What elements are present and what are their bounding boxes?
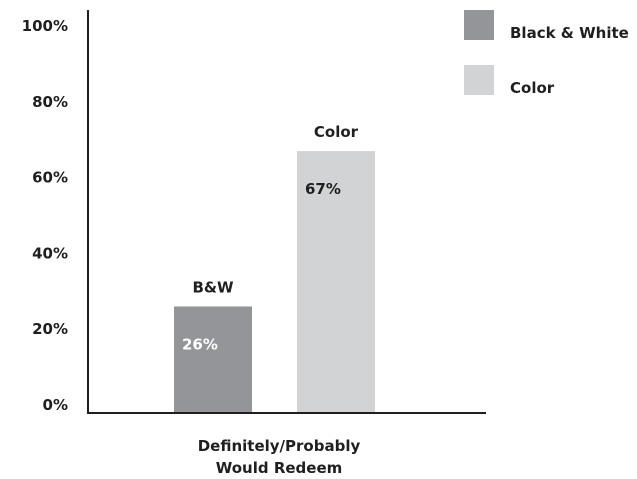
bar-black-white (174, 306, 252, 413)
x-axis-label-line: Definitely/Probably (198, 437, 361, 455)
y-tick-label: 40% (32, 244, 68, 262)
bars: B&W 26% Color 67% (174, 123, 375, 413)
y-tick-label: 60% (32, 169, 68, 187)
legend-swatch (464, 65, 494, 95)
bar-top-label: Color (314, 123, 359, 141)
legend-label: Color (510, 79, 555, 97)
x-axis-label: Definitely/Probably Would Redeem (198, 437, 361, 477)
legend: Black & White Color (464, 10, 629, 97)
x-axis-label-line: Would Redeem (216, 459, 343, 477)
bar-color (297, 151, 375, 413)
bar-value-label: 67% (305, 180, 341, 198)
y-tick-label: 0% (43, 396, 68, 414)
y-tick-label: 20% (32, 320, 68, 338)
legend-swatch (464, 10, 494, 40)
legend-label: Black & White (510, 24, 629, 42)
y-tick-label: 80% (32, 93, 68, 111)
y-axis-ticks: 0% 20% 40% 60% 80% 100% (22, 17, 68, 414)
bar-top-label: B&W (192, 278, 234, 296)
bar-value-label: 26% (182, 335, 218, 353)
y-tick-label: 100% (22, 17, 68, 35)
